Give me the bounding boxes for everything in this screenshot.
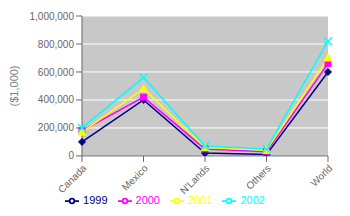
svg-text:World: World <box>308 163 334 189</box>
html-text:2002: 2002 <box>240 193 265 206</box>
html-text:1999: 1999 <box>83 193 108 206</box>
svg-text:Canada: Canada <box>56 162 89 195</box>
svg-text:N'Lands: N'Lands <box>178 163 212 197</box>
svg-text:400,000: 400,000 <box>38 94 75 105</box>
svg-text:800,000: 800,000 <box>38 39 75 50</box>
svg-text:Mexico: Mexico <box>120 162 150 192</box>
svg-text:Others: Others <box>244 163 273 192</box>
html-text:2000: 2000 <box>135 193 160 206</box>
svg-text:200,000: 200,000 <box>38 122 75 133</box>
svg-text:1,000,000: 1,000,000 <box>30 11 75 22</box>
svg-text:600,000: 600,000 <box>38 67 75 78</box>
svg-text:0: 0 <box>68 150 74 161</box>
svg-text:($1,000): ($1,000) <box>8 65 20 106</box>
html-text:2001: 2001 <box>188 193 213 206</box>
